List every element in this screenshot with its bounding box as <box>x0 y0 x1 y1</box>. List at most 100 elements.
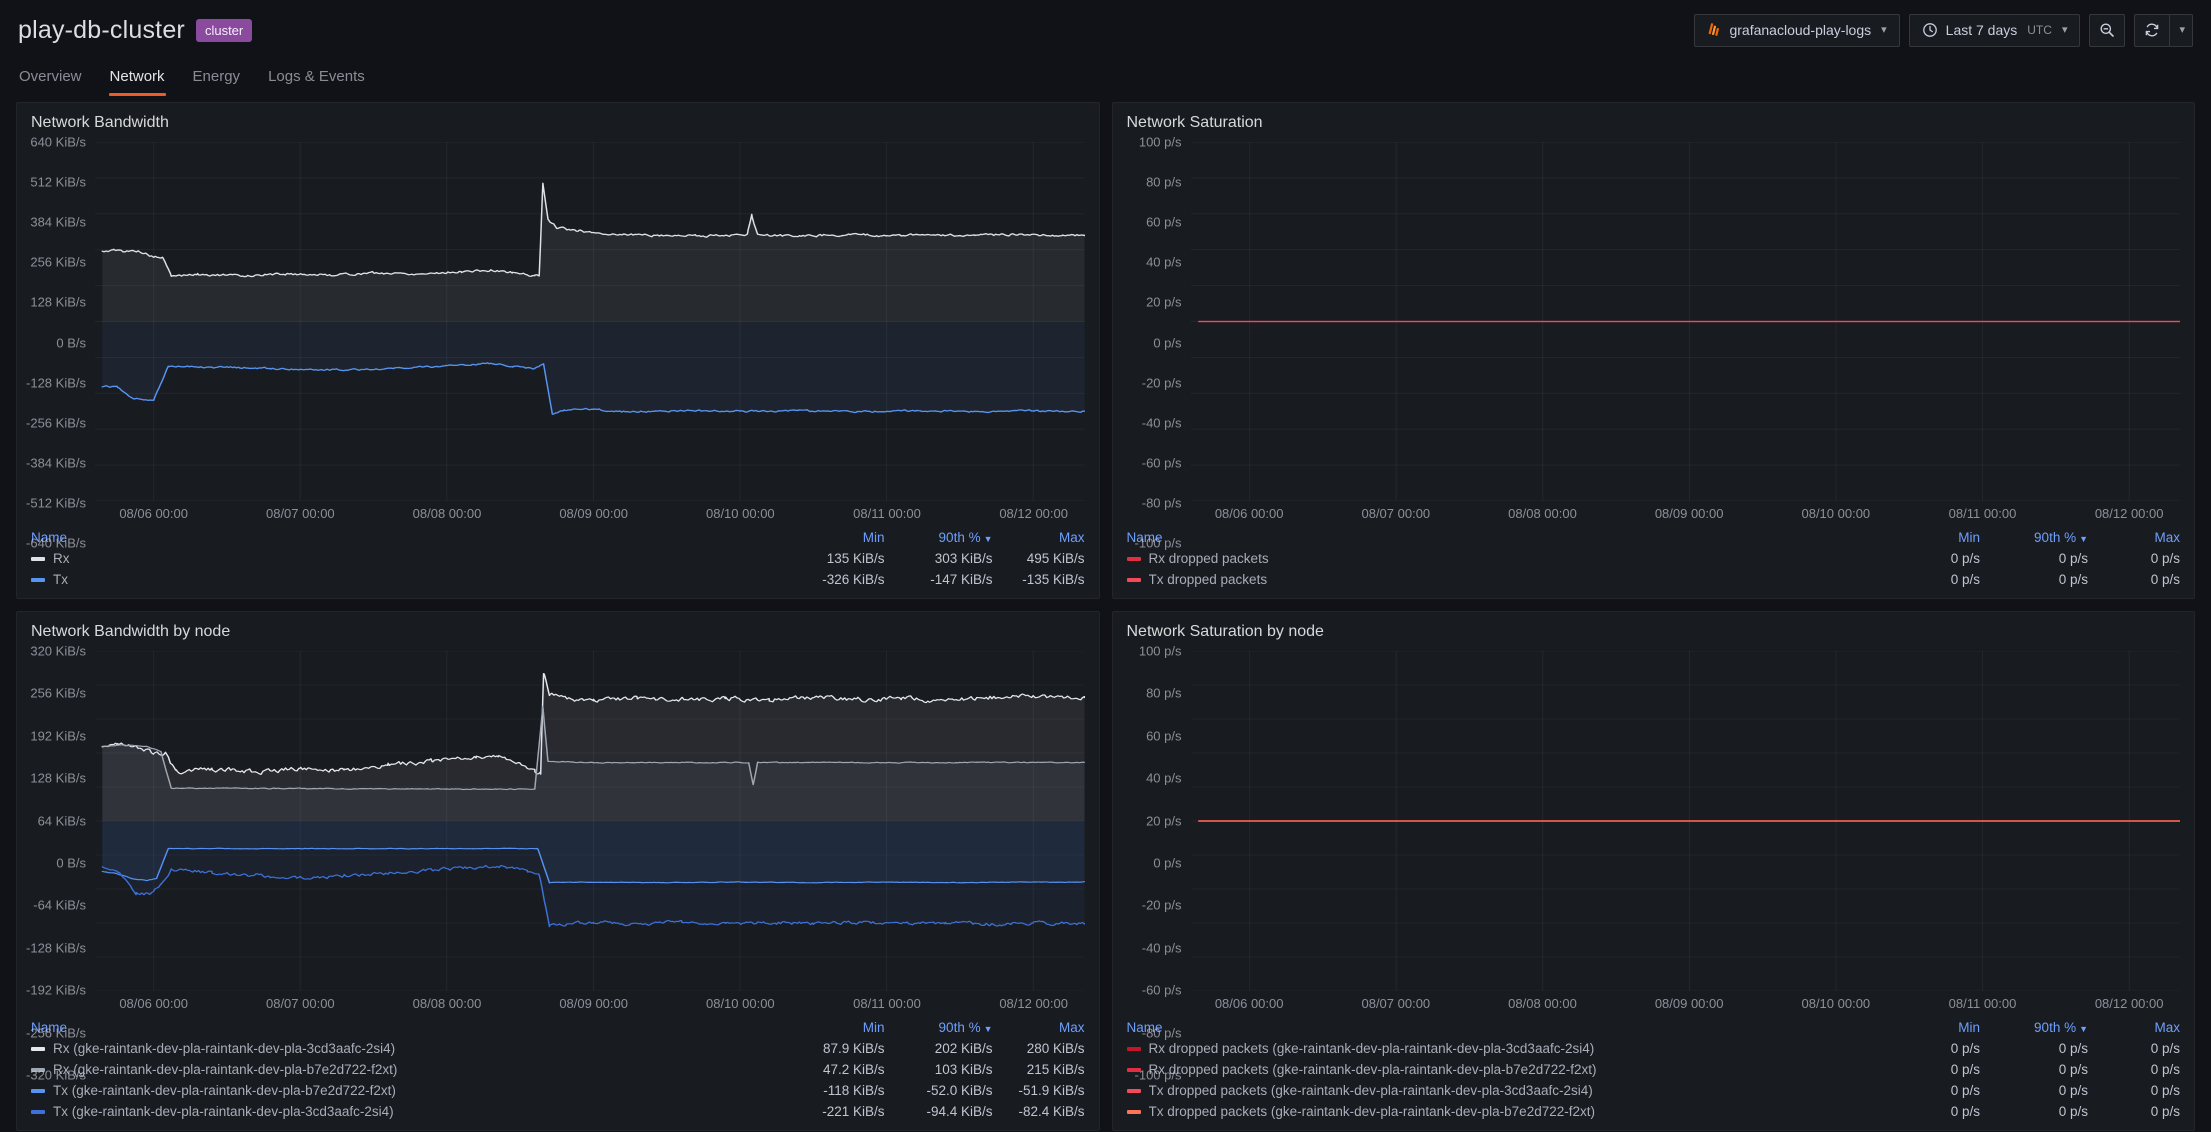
panel-header[interactable]: Network Saturation by node <box>1127 619 2181 645</box>
plot-area[interactable] <box>95 142 1085 501</box>
legend-header: Name Min 90th % ▼ Max <box>31 527 1085 548</box>
y-tick-label: 100 p/s <box>1138 643 1182 659</box>
tab-overview[interactable]: Overview <box>19 68 82 85</box>
datasource-picker[interactable]: grafanacloud-play-logs ▾ <box>1694 13 1900 47</box>
legend-series-name[interactable]: Rx dropped packets (gke-raintank-dev-pla… <box>1148 1062 1597 1077</box>
x-tick-label: 08/09 00:00 <box>559 506 628 521</box>
legend-series-name[interactable]: Rx dropped packets <box>1148 551 1269 566</box>
legend-value-p90: 303 KiB/s <box>934 551 993 566</box>
panel-title[interactable]: Network Bandwidth <box>31 114 169 131</box>
chart-area: 640 KiB/s 512 KiB/s 384 KiB/s 256 KiB/s 128 … <box>26 135 1085 551</box>
panel-title[interactable]: Network Saturation <box>1126 114 1263 131</box>
legend-name-cell: Rx dropped packets (gke-raintank-dev-pla… <box>1126 1041 1873 1056</box>
tab-energy[interactable]: Energy <box>192 68 241 85</box>
legend-series-name[interactable]: Tx (gke-raintank-dev-pla-raintank-dev-pl… <box>53 1104 394 1119</box>
y-tick-label: 80 p/s <box>1146 174 1182 190</box>
y-tick-label: 0 p/s <box>1153 335 1182 350</box>
legend-value-max: 0 p/s <box>2150 1041 2180 1056</box>
legend-row: Rx dropped packets (gke-raintank-dev-pla… <box>1126 1038 2180 1059</box>
legend-body: Rx dropped packets 0 p/s 0 p/s 0 p/s Tx drop… <box>1126 548 2180 590</box>
legend-value-max: 215 KiB/s <box>1026 1062 1085 1077</box>
plot-area[interactable] <box>1190 142 2180 501</box>
panel-title[interactable]: Network Saturation by node <box>1126 623 1324 640</box>
x-tick-label: 08/11 00:00 <box>853 996 921 1011</box>
legend-series-name[interactable]: Tx (gke-raintank-dev-pla-raintank-dev-pl… <box>53 1083 396 1098</box>
legend-series-name[interactable]: Rx <box>53 551 70 566</box>
legend-col-p90[interactable]: 90th % ▼ <box>1980 530 2088 545</box>
tab-bar: Overview Network Energy Logs & Events <box>0 52 2211 96</box>
x-tick-label: 08/10 00:00 <box>1801 506 1871 521</box>
refresh-button[interactable] <box>2134 13 2171 47</box>
legend-col-min[interactable]: Min <box>862 1020 885 1035</box>
legend-value-min: 0 p/s <box>1950 551 1980 566</box>
legend-col-p90[interactable]: 90th % ▼ <box>885 1020 993 1035</box>
legend-col-name[interactable]: Name <box>31 530 68 545</box>
legend-value-min: 87.9 KiB/s <box>822 1041 885 1056</box>
legend-row: Tx dropped packets 0 p/s 0 p/s 0 p/s <box>1126 569 2180 590</box>
legend-series-name[interactable]: Rx (gke-raintank-dev-pla-raintank-dev-pl… <box>53 1062 398 1077</box>
legend-series-name[interactable]: Tx dropped packets (gke-raintank-dev-pla… <box>1148 1104 1595 1119</box>
datasource-label: grafanacloud-play-logs <box>1729 22 1872 38</box>
legend-row: Tx -326 KiB/s -147 KiB/s -135 KiB/s <box>31 569 1085 590</box>
panel-network-saturation-by-node: Network Saturation by node 100 p/s 80 p/s… <box>1111 611 2195 1131</box>
y-tick-label: 192 KiB/s <box>30 728 86 744</box>
dashboard-title-wrap: play-db-cluster cluster <box>18 16 253 45</box>
legend-row: Tx dropped packets (gke-raintank-dev-pla… <box>1126 1080 2180 1101</box>
refresh-interval-dropdown[interactable]: ▾ <box>2170 13 2193 47</box>
panel-title[interactable]: Network Bandwidth by node <box>31 623 231 640</box>
legend-col-max[interactable]: Max <box>2154 1020 2180 1035</box>
legend-body: Rx 135 KiB/s 303 KiB/s 495 KiB/s Tx -326 KiB/… <box>31 548 1085 590</box>
legend-col-p90[interactable]: 90th % ▼ <box>1980 1020 2088 1035</box>
legend-col-max[interactable]: Max <box>1058 1020 1085 1035</box>
legend-name-cell: Tx <box>31 572 777 587</box>
legend-col-name[interactable]: Name <box>1126 1020 1163 1035</box>
time-range-picker[interactable]: Last 7 days UTC ▾ <box>1908 13 2081 47</box>
legend: Name Min 90th % ▼ Max Rx dropped packets … <box>1126 1015 2180 1122</box>
legend-value-max: 0 p/s <box>2150 1062 2180 1077</box>
legend-col-min[interactable]: Min <box>1958 530 1980 545</box>
x-tick-label: 08/06 00:00 <box>1214 506 1284 521</box>
y-tick-label: 128 KiB/s <box>30 770 86 786</box>
chart-svg <box>1190 651 2180 991</box>
y-tick-label: -20 p/s <box>1141 897 1182 913</box>
plot-area[interactable] <box>1190 651 2180 991</box>
y-tick-label: 0 B/s <box>56 855 86 871</box>
sort-desc-icon: ▼ <box>983 1024 993 1034</box>
panel-header[interactable]: Network Bandwidth <box>31 110 1085 136</box>
legend-series-name[interactable]: Rx (gke-raintank-dev-pla-raintank-dev-pl… <box>53 1041 396 1056</box>
legend-col-name[interactable]: Name <box>1126 530 1163 545</box>
legend-row: Rx dropped packets 0 p/s 0 p/s 0 p/s <box>1126 548 2180 569</box>
series-fill <box>102 321 1085 415</box>
legend-series-name[interactable]: Rx dropped packets (gke-raintank-dev-pla… <box>1148 1041 1595 1056</box>
legend-row: Tx (gke-raintank-dev-pla-raintank-dev-pl… <box>31 1101 1085 1122</box>
y-tick-label: -20 p/s <box>1141 375 1182 391</box>
panel-header[interactable]: Network Bandwidth by node <box>31 619 1085 645</box>
x-tick-label: 08/09 00:00 <box>559 996 628 1011</box>
tab-network[interactable]: Network <box>108 62 166 96</box>
y-tick-label: -640 KiB/s <box>26 535 86 551</box>
series-fill <box>102 673 1085 821</box>
legend-value-p90: 0 p/s <box>2058 1062 2088 1077</box>
legend-name-cell: Tx dropped packets (gke-raintank-dev-pla… <box>1126 1104 1873 1119</box>
legend-series-name[interactable]: Tx <box>53 572 68 587</box>
legend-series-name[interactable]: Tx dropped packets (gke-raintank-dev-pla… <box>1148 1083 1593 1098</box>
y-tick-label: -128 KiB/s <box>26 375 86 391</box>
legend-value-p90: 0 p/s <box>2058 1083 2088 1098</box>
legend-col-min[interactable]: Min <box>862 530 885 545</box>
legend-col-name[interactable]: Name <box>31 1020 68 1035</box>
tab-logs-events[interactable]: Logs & Events <box>268 68 365 85</box>
x-tick-label: 08/06 00:00 <box>1214 996 1284 1011</box>
legend-value-min: 0 p/s <box>1950 1062 1980 1077</box>
legend-col-p90[interactable]: 90th % ▼ <box>885 530 993 545</box>
zoom-out-button[interactable] <box>2089 13 2126 47</box>
legend-col-max[interactable]: Max <box>2154 530 2180 545</box>
chart-svg <box>95 651 1085 991</box>
legend-col-max[interactable]: Max <box>1058 530 1085 545</box>
panel-header[interactable]: Network Saturation <box>1127 110 2181 136</box>
legend-col-min[interactable]: Min <box>1958 1020 1980 1035</box>
legend-value-max: 280 KiB/s <box>1026 1041 1085 1056</box>
plot-area[interactable] <box>95 651 1085 991</box>
x-tick-label: 08/08 00:00 <box>412 996 482 1011</box>
legend-series-name[interactable]: Tx dropped packets <box>1148 572 1268 587</box>
legend-col-p90-label: 90th % <box>2034 1020 2077 1035</box>
